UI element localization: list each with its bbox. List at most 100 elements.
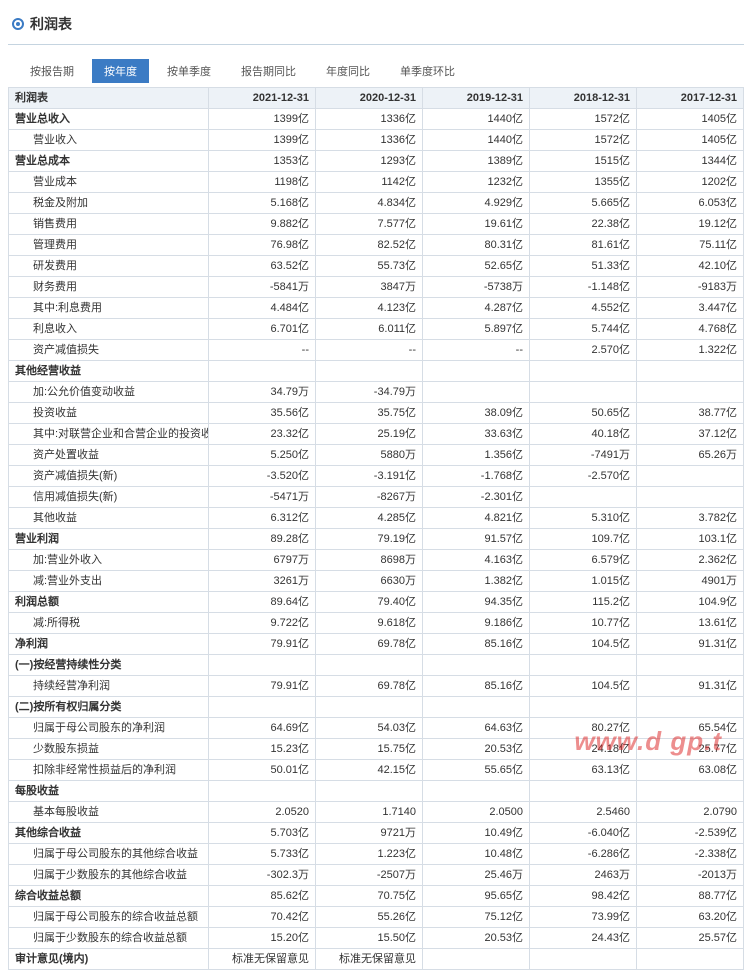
cell: 75.11亿 [637, 235, 744, 256]
cell: 76.98亿 [209, 235, 316, 256]
cell: 1.223亿 [316, 844, 423, 865]
table-row: 每股收益 [9, 781, 744, 802]
table-row: 营业成本1198亿1142亿1232亿1355亿1202亿 [9, 172, 744, 193]
cell: 80.31亿 [423, 235, 530, 256]
cell: 5.310亿 [530, 508, 637, 529]
cell [423, 697, 530, 718]
cell: 4.821亿 [423, 508, 530, 529]
cell: 1202亿 [637, 172, 744, 193]
cell: -3.520亿 [209, 466, 316, 487]
cell [637, 361, 744, 382]
cell: -5471万 [209, 487, 316, 508]
tab-2[interactable]: 按单季度 [155, 59, 223, 83]
row-label: 其中:利息费用 [9, 298, 209, 319]
cell: 15.50亿 [316, 928, 423, 949]
cell: 63.20亿 [637, 907, 744, 928]
cell [316, 781, 423, 802]
cell: 23.32亿 [209, 424, 316, 445]
cell: 63.08亿 [637, 760, 744, 781]
cell: -5841万 [209, 277, 316, 298]
cell: 35.75亿 [316, 403, 423, 424]
tab-5[interactable]: 单季度环比 [388, 59, 467, 83]
cell [637, 949, 744, 970]
cell: 4.929亿 [423, 193, 530, 214]
table-row: 资产减值损失------2.570亿1.322亿 [9, 340, 744, 361]
table-row: 归属于少数股东的其他综合收益-302.3万-2507万25.46万2463万-2… [9, 865, 744, 886]
cell: 85.16亿 [423, 634, 530, 655]
cell: -9183万 [637, 277, 744, 298]
table-row: 归属于母公司股东的其他综合收益5.733亿1.223亿10.48亿-6.286亿… [9, 844, 744, 865]
cell: 24.18亿 [530, 739, 637, 760]
cell: 2.0500 [423, 802, 530, 823]
col-2021-12-31: 2021-12-31 [209, 88, 316, 109]
cell: 95.65亿 [423, 886, 530, 907]
table-row: 营业利润89.28亿79.19亿91.57亿109.7亿103.1亿 [9, 529, 744, 550]
cell: 38.09亿 [423, 403, 530, 424]
row-label: 其他综合收益 [9, 823, 209, 844]
table-row: 资产减值损失(新)-3.520亿-3.191亿-1.768亿-2.570亿 [9, 466, 744, 487]
row-label: 营业总成本 [9, 151, 209, 172]
cell: 22.38亿 [530, 214, 637, 235]
cell: -2.570亿 [530, 466, 637, 487]
row-label: 归属于少数股东的其他综合收益 [9, 865, 209, 886]
tab-1[interactable]: 按年度 [92, 59, 149, 83]
cell: -2507万 [316, 865, 423, 886]
tab-3[interactable]: 报告期同比 [229, 59, 308, 83]
cell: 63.13亿 [530, 760, 637, 781]
cell: 9.186亿 [423, 613, 530, 634]
cell: 1.382亿 [423, 571, 530, 592]
cell: 1440亿 [423, 109, 530, 130]
tab-0[interactable]: 按报告期 [18, 59, 86, 83]
table-row: 财务费用-5841万3847万-5738万-1.148亿-9183万 [9, 277, 744, 298]
cell: 5880万 [316, 445, 423, 466]
cell: 88.77亿 [637, 886, 744, 907]
row-label: 营业成本 [9, 172, 209, 193]
table-row: 其他综合收益5.703亿9721万10.49亿-6.040亿-2.539亿 [9, 823, 744, 844]
cell: 42.15亿 [316, 760, 423, 781]
cell: 1399亿 [209, 109, 316, 130]
cell: 4901万 [637, 571, 744, 592]
cell: 2.570亿 [530, 340, 637, 361]
cell: 1389亿 [423, 151, 530, 172]
cell: 98.42亿 [530, 886, 637, 907]
col-2017-12-31: 2017-12-31 [637, 88, 744, 109]
cell: 1405亿 [637, 109, 744, 130]
tab-4[interactable]: 年度同比 [314, 59, 382, 83]
row-label: 其他经营收益 [9, 361, 209, 382]
cell: -- [423, 340, 530, 361]
table-row: 营业总成本1353亿1293亿1389亿1515亿1344亿 [9, 151, 744, 172]
table-row: (一)按经营持续性分类 [9, 655, 744, 676]
table-row: 持续经营净利润79.91亿69.78亿85.16亿104.5亿91.31亿 [9, 676, 744, 697]
table-row: 销售费用9.882亿7.577亿19.61亿22.38亿19.12亿 [9, 214, 744, 235]
cell: 82.52亿 [316, 235, 423, 256]
cell: 70.75亿 [316, 886, 423, 907]
cell: 52.65亿 [423, 256, 530, 277]
row-label: 利润总额 [9, 592, 209, 613]
cell: -8267万 [316, 487, 423, 508]
cell: -6.040亿 [530, 823, 637, 844]
row-label: 资产减值损失(新) [9, 466, 209, 487]
cell [530, 655, 637, 676]
cell: 4.484亿 [209, 298, 316, 319]
col-2020-12-31: 2020-12-31 [316, 88, 423, 109]
cell: 20.53亿 [423, 739, 530, 760]
cell: 1.015亿 [530, 571, 637, 592]
row-label: 归属于母公司股东的其他综合收益 [9, 844, 209, 865]
cell: 70.42亿 [209, 907, 316, 928]
cell: 25.57亿 [637, 928, 744, 949]
cell [209, 781, 316, 802]
cell: -- [316, 340, 423, 361]
cell: -1.768亿 [423, 466, 530, 487]
cell: 65.54亿 [637, 718, 744, 739]
cell: 1440亿 [423, 130, 530, 151]
cell [637, 781, 744, 802]
row-label: 营业总收入 [9, 109, 209, 130]
cell: 79.91亿 [209, 634, 316, 655]
cell: 6.701亿 [209, 319, 316, 340]
row-label: 资产处置收益 [9, 445, 209, 466]
row-label: 归属于少数股东的综合收益总额 [9, 928, 209, 949]
row-label: 扣除非经常性损益后的净利润 [9, 760, 209, 781]
cell: 2.362亿 [637, 550, 744, 571]
table-row: 加:营业外收入6797万8698万4.163亿6.579亿2.362亿 [9, 550, 744, 571]
table-row: 基本每股收益2.05201.71402.05002.54602.0790 [9, 802, 744, 823]
